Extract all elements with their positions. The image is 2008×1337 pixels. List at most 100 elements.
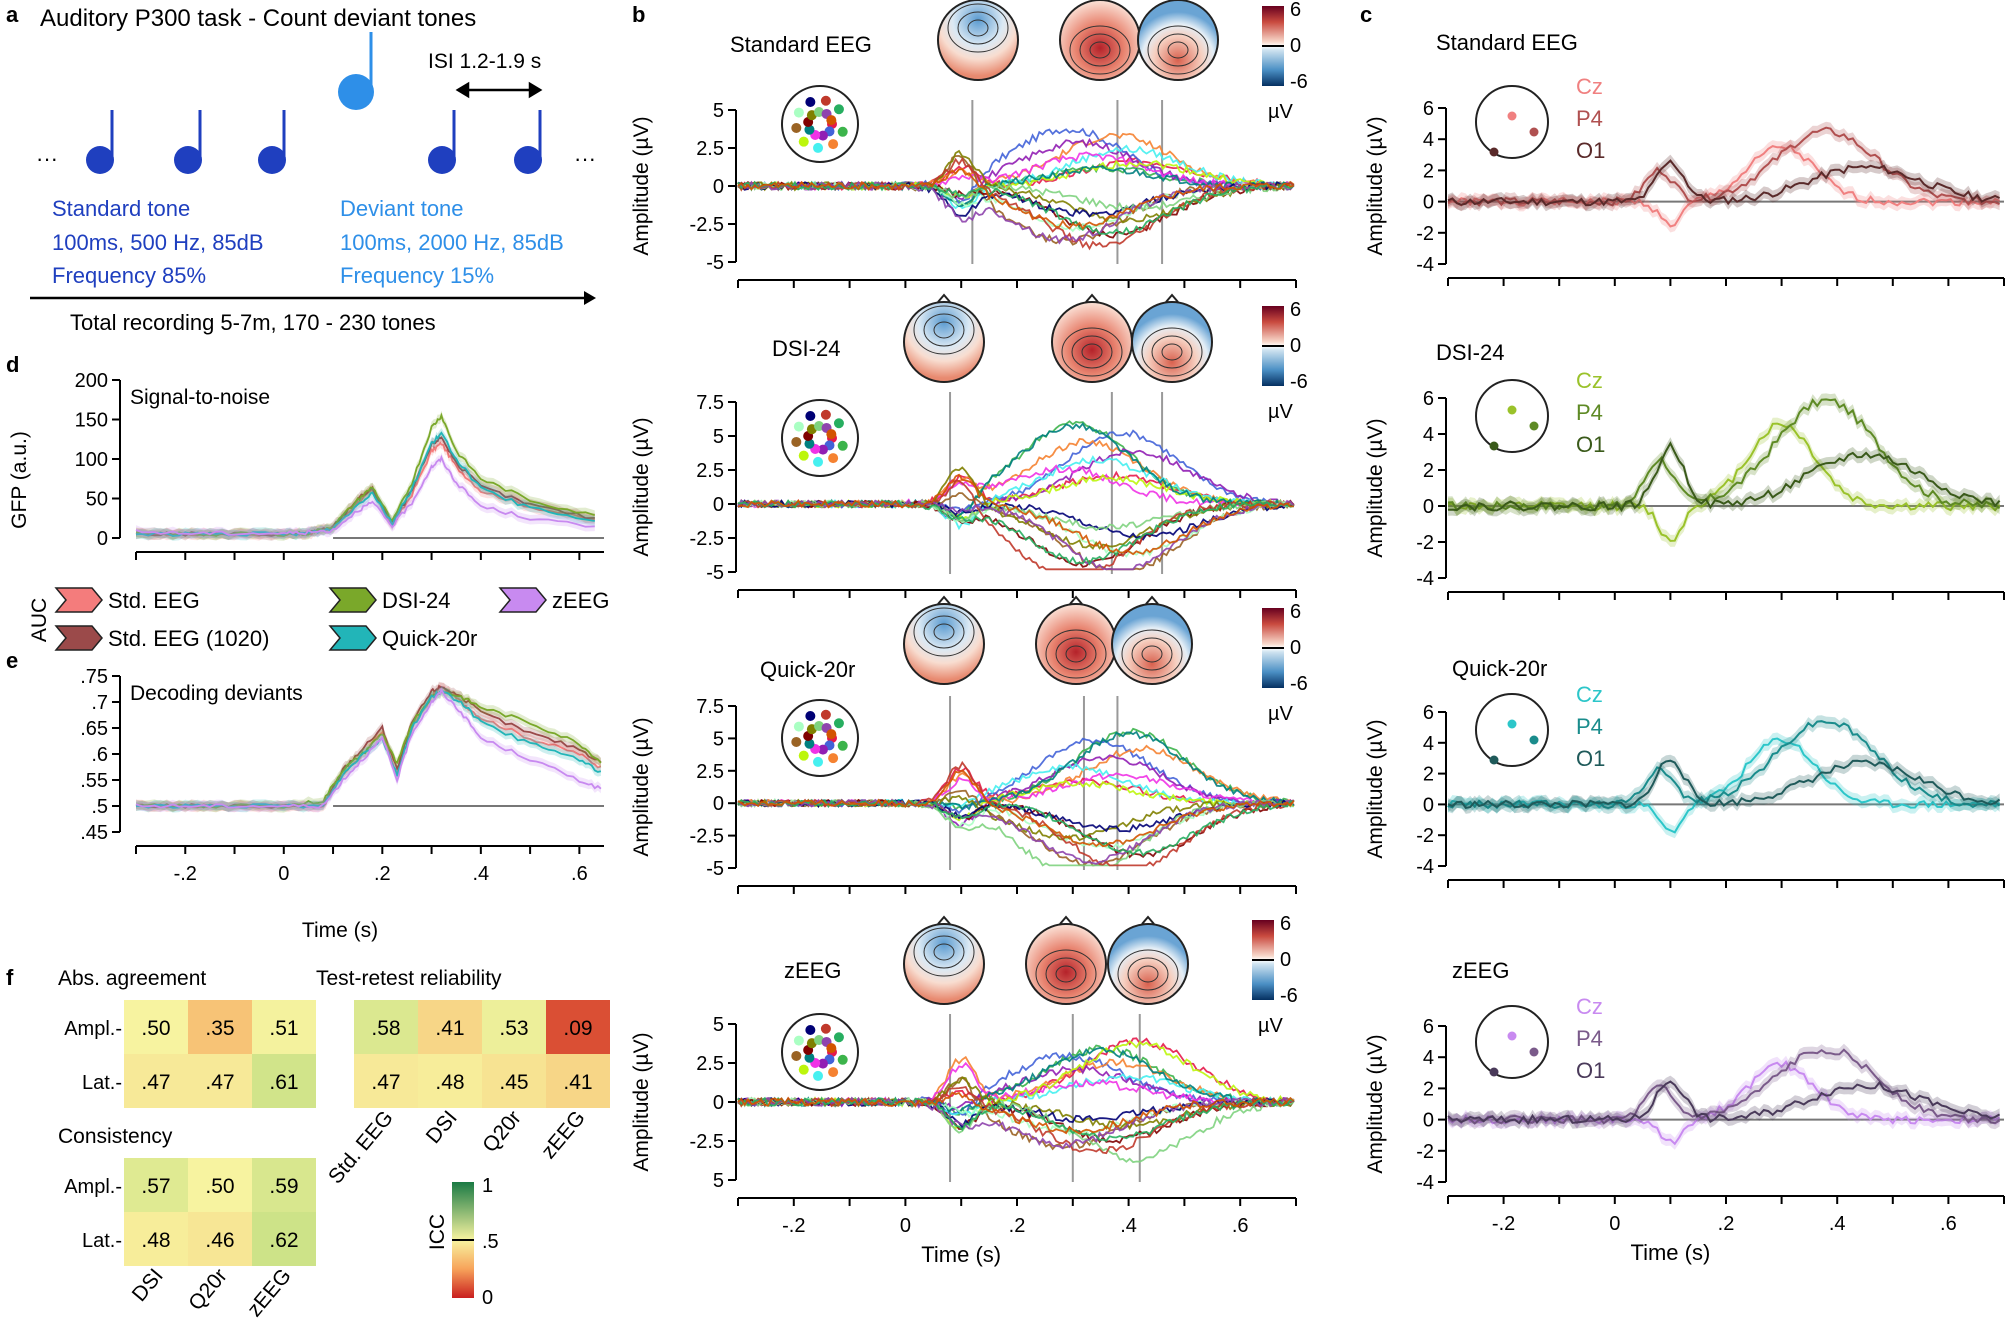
ci-band xyxy=(1448,1043,2000,1130)
y-tick-label: 50 xyxy=(86,489,108,511)
deviant-spec: 100ms, 2000 Hz, 85dB xyxy=(340,230,564,255)
y-tick-label: 2.5 xyxy=(696,460,724,482)
heatmap-value: .41 xyxy=(435,1017,464,1040)
topoplot xyxy=(1051,293,1133,383)
erp-channel-trace xyxy=(737,499,1295,566)
sensor-dot xyxy=(833,718,844,729)
channel-trace xyxy=(1447,1080,2001,1126)
sensor-dot xyxy=(805,1025,816,1036)
panel-c: Standard EEG 6 4 2 0 -2 -4 Amplitude (µV) Cz P4 O1… xyxy=(1364,30,2005,1265)
erp-panel-1: DSI-24 7.5 5 2.5 0 -2.5 -5 Amplitude (µV) 6 0 -6 µV xyxy=(630,293,1308,598)
y-tick-label: 4 xyxy=(1423,733,1434,755)
ci-band xyxy=(136,438,595,541)
topo-head xyxy=(1051,301,1133,383)
heatmap-value: .50 xyxy=(205,1175,234,1198)
topo-contour xyxy=(913,927,975,977)
heatmap-value: .58 xyxy=(371,1017,400,1040)
ci-band xyxy=(1448,139,2000,233)
sensor-dot xyxy=(828,1067,839,1078)
legend-swatch xyxy=(498,587,547,613)
channel-dot xyxy=(1507,1031,1517,1041)
legend-item: Std. EEG xyxy=(54,587,200,613)
channel-dot xyxy=(1507,405,1517,415)
channel-panel-2: Quick-20r 6 4 2 0 -2 -4 Amplitude (µV) Cz P4 O1 xyxy=(1364,656,2005,888)
channel-label: O1 xyxy=(1576,1058,1605,1083)
channel-trace xyxy=(1447,441,2001,513)
y-tick-label: 0 xyxy=(1423,496,1434,518)
topo-head xyxy=(903,603,985,685)
sensor-dot xyxy=(814,1035,825,1046)
sensor-dot xyxy=(833,1032,844,1043)
colorbar-tick: -6 xyxy=(1280,985,1298,1007)
ellipsis-right: ··· xyxy=(574,146,596,171)
channel-label: P4 xyxy=(1576,400,1603,425)
channel-label: P4 xyxy=(1576,714,1603,739)
topo-contour xyxy=(913,607,975,657)
heatmap-cell xyxy=(124,1054,188,1108)
icc-tick: 0 xyxy=(482,1287,493,1309)
sensor-dot xyxy=(820,409,831,420)
channel-xlabel: Time (s) xyxy=(1630,1240,1710,1265)
topoplot xyxy=(1131,293,1213,383)
sensor-dot xyxy=(793,107,804,118)
panel-letter-d: d xyxy=(6,352,19,377)
heatmap-cell xyxy=(252,1158,316,1212)
sensor-head xyxy=(1475,379,1549,453)
topo-contour xyxy=(1071,335,1113,369)
topo-nose xyxy=(1069,595,1083,605)
heatmap-cell xyxy=(482,1000,546,1054)
y-tick-label: .6 xyxy=(91,744,108,766)
sensor-dot xyxy=(826,1043,837,1054)
heatmap-value: .35 xyxy=(205,1017,234,1040)
y-tick-label: 200 xyxy=(75,370,108,392)
heatmap-value: .47 xyxy=(205,1071,234,1094)
topo-contour xyxy=(1137,965,1159,983)
sensor-dot xyxy=(837,440,848,451)
channel-trace xyxy=(1447,1048,2001,1125)
panel-a: Auditory P300 task - Count deviant tones… xyxy=(30,5,596,335)
y-tick-label: -2 xyxy=(1416,825,1434,847)
y-tick-label: 5 xyxy=(713,728,724,750)
sensor-layout xyxy=(781,1013,859,1091)
heatmap-cell xyxy=(188,1212,252,1266)
note-icon xyxy=(258,146,286,174)
ellipsis-left: ··· xyxy=(36,146,58,171)
topoplot xyxy=(937,0,1019,81)
sensor-dot xyxy=(791,1050,802,1061)
heatmap-value: .51 xyxy=(269,1017,298,1040)
series-line xyxy=(135,431,595,537)
sensor-head xyxy=(1475,85,1549,159)
y-tick-label: 0 xyxy=(1423,794,1434,816)
topo-contour xyxy=(933,623,955,641)
channel-trace xyxy=(1447,759,2001,809)
deviant-tone-desc: Deviant tone 100ms, 2000 Hz, 85dB Freque… xyxy=(340,196,564,288)
series-line xyxy=(135,689,602,809)
channel-head xyxy=(1475,1005,1549,1079)
topo-contour xyxy=(1157,33,1199,67)
topo-nose xyxy=(937,293,951,303)
topo-contour xyxy=(1141,327,1203,377)
legend-item: zEEG xyxy=(498,587,609,613)
heatmap-cell xyxy=(124,1158,188,1212)
topoplot xyxy=(1111,595,1193,685)
topo-contour xyxy=(1147,25,1209,75)
erp-panel-2: Quick-20r 7.5 5 2.5 0 -2.5 -5 Amplitude (µV) 6 0 -… xyxy=(630,595,1308,894)
sensor-dot xyxy=(791,122,802,133)
colorbar-tick: 6 xyxy=(1290,0,1301,21)
x-tick-label: 0 xyxy=(900,1215,911,1237)
sensor-dot xyxy=(833,418,844,429)
ci-band xyxy=(1448,754,2000,814)
series-line xyxy=(135,687,602,809)
heatmap-value: .59 xyxy=(269,1175,298,1198)
topo-contour xyxy=(923,615,965,649)
abs-col-label: Q20r xyxy=(184,1264,232,1315)
deviant-freq: Frequency 15% xyxy=(340,263,494,288)
topo-nose xyxy=(937,595,951,605)
channel-dot xyxy=(1529,735,1539,745)
erp-title: DSI-24 xyxy=(772,336,840,361)
sensor-dot xyxy=(813,142,824,153)
erp-channel-trace xyxy=(737,1091,1295,1135)
erp-channel-trace xyxy=(737,769,1295,848)
heatmap-value: .53 xyxy=(499,1017,528,1040)
sensor-dot xyxy=(804,738,815,749)
